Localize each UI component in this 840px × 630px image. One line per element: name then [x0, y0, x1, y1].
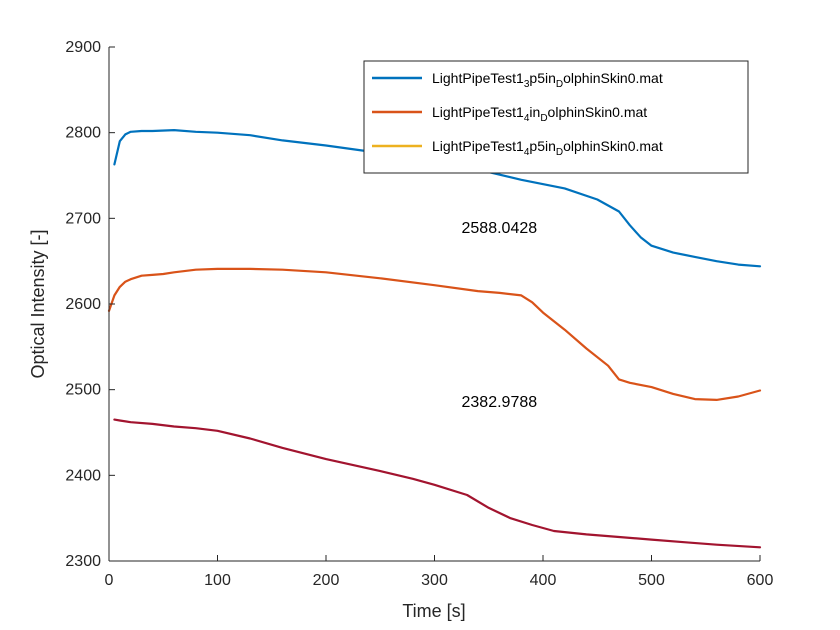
- legend-box: [363, 60, 749, 174]
- annotation-1: 2588.0428: [462, 220, 538, 237]
- y-tick-label-2700: 2700: [65, 210, 101, 227]
- y-tick-label-2800: 2800: [65, 125, 101, 142]
- y-tick-label-2600: 2600: [65, 296, 101, 313]
- y-tick-label-2400: 2400: [65, 467, 101, 484]
- x-tick-label-100: 100: [204, 572, 231, 589]
- y-tick-label-2500: 2500: [65, 382, 101, 399]
- y-tick-label-2900: 2900: [65, 39, 101, 56]
- legend: LightPipeTest13p5inDolphinSkin0.mat Light…: [363, 60, 749, 174]
- x-tick-label-400: 400: [530, 572, 557, 589]
- x-tick-label-500: 500: [638, 572, 665, 589]
- x-tick-label-0: 0: [105, 572, 114, 589]
- series-line-2: [107, 267, 762, 401]
- legend-entry-1: LightPipeTest13p5inDolphinSkin0.mat: [432, 70, 663, 90]
- x-tick-label-200: 200: [313, 572, 340, 589]
- legend-entry-2: LightPipeTest14inDolphinSkin0.mat: [432, 104, 647, 124]
- y-tick-label-2300: 2300: [65, 553, 101, 570]
- series-line-4: [113, 418, 762, 549]
- axis-layer: 0 100 200 300 400 500 600 2300 2400 2500 2600 2700 2…: [65, 39, 773, 589]
- x-tick-label-600: 600: [747, 572, 774, 589]
- annotation-layer: 2588.0428 2382.9788: [462, 220, 538, 411]
- annotation-2: 2382.9788: [462, 394, 538, 411]
- x-axis-label: Time [s]: [402, 601, 465, 621]
- legend-entry-3: LightPipeTest14p5inDolphinSkin0.mat: [432, 138, 663, 158]
- y-axis-label: Optical Intensity [-]: [28, 229, 48, 378]
- x-tick-label-300: 300: [421, 572, 448, 589]
